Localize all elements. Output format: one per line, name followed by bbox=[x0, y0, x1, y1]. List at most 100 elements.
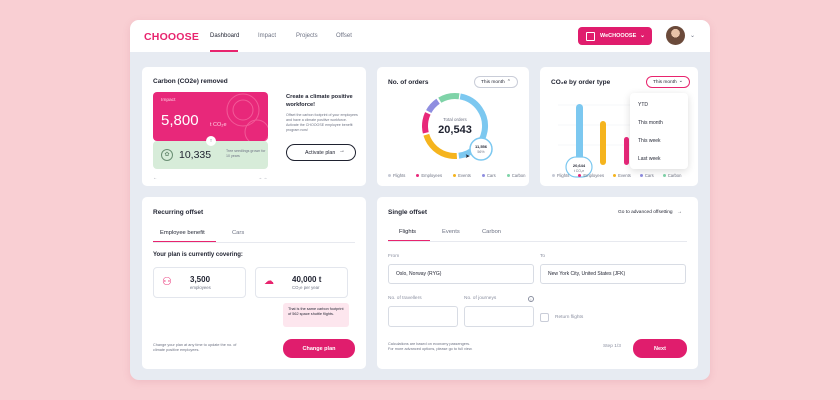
legend-item: Events bbox=[453, 173, 471, 178]
menu-item-ytd[interactable]: YTD bbox=[638, 102, 648, 108]
top-bar: CHOOOSE Dashboard Impact Projects Offset… bbox=[130, 20, 710, 52]
to-label: To bbox=[540, 254, 546, 259]
co2-value: 40,000 t bbox=[292, 275, 322, 284]
from-label: From bbox=[388, 254, 400, 259]
nav-offset[interactable]: Offset bbox=[336, 33, 352, 39]
recurring-footer-text: Change your plan at any time to update t… bbox=[153, 343, 237, 352]
next-button[interactable]: Next bbox=[633, 339, 687, 358]
cta-title: Create a climate positive workforce! bbox=[286, 94, 353, 108]
bar-tooltip-value: 20,644 bbox=[572, 163, 586, 168]
tab-carbon[interactable]: Carbon bbox=[482, 229, 502, 235]
tab-cars[interactable]: Cars bbox=[232, 230, 245, 236]
card-title: No. of orders bbox=[388, 79, 429, 86]
nav-impact[interactable]: Impact bbox=[258, 33, 277, 39]
chevron-up-icon: ⌃ bbox=[506, 79, 511, 85]
travellers-field[interactable] bbox=[388, 306, 458, 327]
info-icon[interactable]: ↑ bbox=[206, 136, 216, 146]
travellers-label: No. of travellers bbox=[388, 296, 422, 301]
seedlings-value: 10,335 bbox=[179, 149, 212, 161]
arrow-right-icon: → bbox=[676, 210, 682, 215]
legend-item: Carbon bbox=[506, 173, 525, 178]
change-plan-button[interactable]: Change plan bbox=[283, 339, 355, 358]
employees-label: employees bbox=[190, 285, 211, 290]
card-title: Recurring offset bbox=[153, 209, 204, 216]
advanced-offsetting-link[interactable]: Go to advanced offsetting → bbox=[618, 210, 682, 215]
period-select[interactable]: This month ⌃ bbox=[474, 76, 518, 88]
impact-tile: Impact 5,800 t CO₂e bbox=[153, 92, 268, 141]
journeys-label: No. of journeys bbox=[464, 296, 497, 301]
tab-divider bbox=[153, 242, 355, 243]
chevron-down-icon: ⌄ bbox=[639, 33, 645, 39]
donut-tooltip-pct: 56% bbox=[477, 150, 485, 154]
menu-item-this-week[interactable]: This week bbox=[638, 138, 661, 144]
leaf-icon: ✿ bbox=[161, 149, 173, 161]
legend-item: Employees bbox=[578, 173, 604, 178]
legend-item: Flights bbox=[388, 173, 405, 178]
tab-events[interactable]: Events bbox=[442, 229, 460, 235]
tab-employee-benefit[interactable]: Employee benefit bbox=[160, 230, 205, 236]
card-title: Carbon (CO2e) removed bbox=[153, 78, 228, 85]
orders-donut-chart bbox=[422, 93, 493, 161]
orders-card: No. of orders This month ⌃ Total orders … bbox=[377, 67, 529, 186]
return-flights-checkbox[interactable] bbox=[540, 313, 549, 322]
co2-stat: ☁ 40,000 t CO₂e per year bbox=[255, 267, 348, 298]
legend-item: Flights bbox=[552, 173, 569, 178]
menu-item-this-month[interactable]: This month bbox=[638, 120, 663, 126]
period-select[interactable]: This month ⌄ bbox=[646, 76, 690, 88]
impact-label: Impact bbox=[161, 98, 176, 103]
card-title: Single offset bbox=[388, 209, 428, 216]
activate-plan-label: Activate plan bbox=[305, 149, 336, 156]
period-dropdown-menu: YTD This month This week Last week bbox=[630, 93, 688, 169]
to-field[interactable]: New York City, United States (JFK) bbox=[540, 264, 686, 284]
chevron-down-icon: ⌄ bbox=[678, 78, 683, 84]
nav-active-indicator bbox=[210, 50, 238, 52]
legend-item: Carbon bbox=[662, 173, 681, 178]
employees-value: 3,500 bbox=[190, 275, 211, 284]
org-switch-button[interactable]: WeCHOOOSE ⌄ bbox=[578, 27, 652, 45]
carbon-removed-card: Carbon (CO2e) removed Impact 5,800 t CO₂… bbox=[142, 67, 366, 186]
calc-note-1: Calculations are based on economy passen… bbox=[388, 342, 471, 346]
nav-projects[interactable]: Projects bbox=[296, 33, 318, 39]
avatar[interactable] bbox=[666, 26, 685, 45]
carousel-prev-icon[interactable]: ← bbox=[153, 175, 157, 180]
impact-value: 5,800 bbox=[161, 112, 199, 129]
covering-title: Your plan is currently covering: bbox=[153, 252, 243, 258]
period-value: This month bbox=[481, 79, 505, 85]
legend-item: Cars bbox=[481, 173, 496, 178]
cloud-icon: ☁ bbox=[264, 276, 274, 287]
order-type-legend: Flights Employees Events Cars Carbon bbox=[552, 173, 681, 178]
donut-tooltip-value: 11,556 bbox=[474, 144, 487, 149]
app-window: CHOOOSE Dashboard Impact Projects Offset… bbox=[130, 20, 710, 380]
cta-body: Offset the carbon footprint of your empl… bbox=[286, 113, 358, 132]
people-icon: ⚇ bbox=[162, 276, 172, 288]
donut-center-value: 20,543 bbox=[438, 124, 472, 136]
legend-item: Employees bbox=[416, 173, 442, 178]
step-indicator: Step 1/3 bbox=[603, 344, 621, 349]
legend-item: Cars bbox=[639, 173, 654, 178]
legend-item: Events bbox=[613, 173, 631, 178]
employees-stat: ⚇ 3,500 employees bbox=[153, 267, 246, 298]
menu-item-last-week[interactable]: Last week bbox=[638, 156, 661, 162]
info-icon[interactable]: i bbox=[528, 296, 534, 302]
nav-dashboard[interactable]: Dashboard bbox=[210, 33, 240, 39]
journeys-field[interactable] bbox=[464, 306, 534, 327]
calc-note-2: For more advanced options, please go to … bbox=[388, 347, 473, 351]
building-icon bbox=[586, 31, 595, 41]
from-field[interactable]: Oslo, Norway (RYG) bbox=[388, 264, 534, 284]
brand-logo[interactable]: CHOOOSE bbox=[144, 31, 200, 43]
chevron-down-icon[interactable]: ⌄ bbox=[690, 33, 696, 39]
impact-unit: t CO₂e bbox=[210, 122, 227, 128]
card-title: CO₂e by order type bbox=[551, 79, 611, 86]
carousel-next-icon[interactable]: → → bbox=[258, 175, 268, 180]
activate-plan-button[interactable]: Activate plan → bbox=[286, 144, 356, 161]
tab-flights[interactable]: Flights bbox=[399, 229, 417, 235]
return-flights-label: Return flights bbox=[555, 315, 584, 320]
tab-divider bbox=[388, 241, 687, 242]
recurring-offset-card: Recurring offset Employee benefit Cars Y… bbox=[142, 197, 366, 369]
footprint-tooltip: That is the same carbon footprint of 562… bbox=[283, 303, 349, 327]
orders-legend: Flights Employees Events Cars Carbon bbox=[388, 173, 525, 178]
donut-center-label: Total orders bbox=[443, 117, 467, 122]
period-value: This month bbox=[653, 79, 677, 85]
cursor-icon: ➤ bbox=[465, 154, 471, 160]
advanced-offsetting-label: Go to advanced offsetting bbox=[618, 210, 673, 215]
